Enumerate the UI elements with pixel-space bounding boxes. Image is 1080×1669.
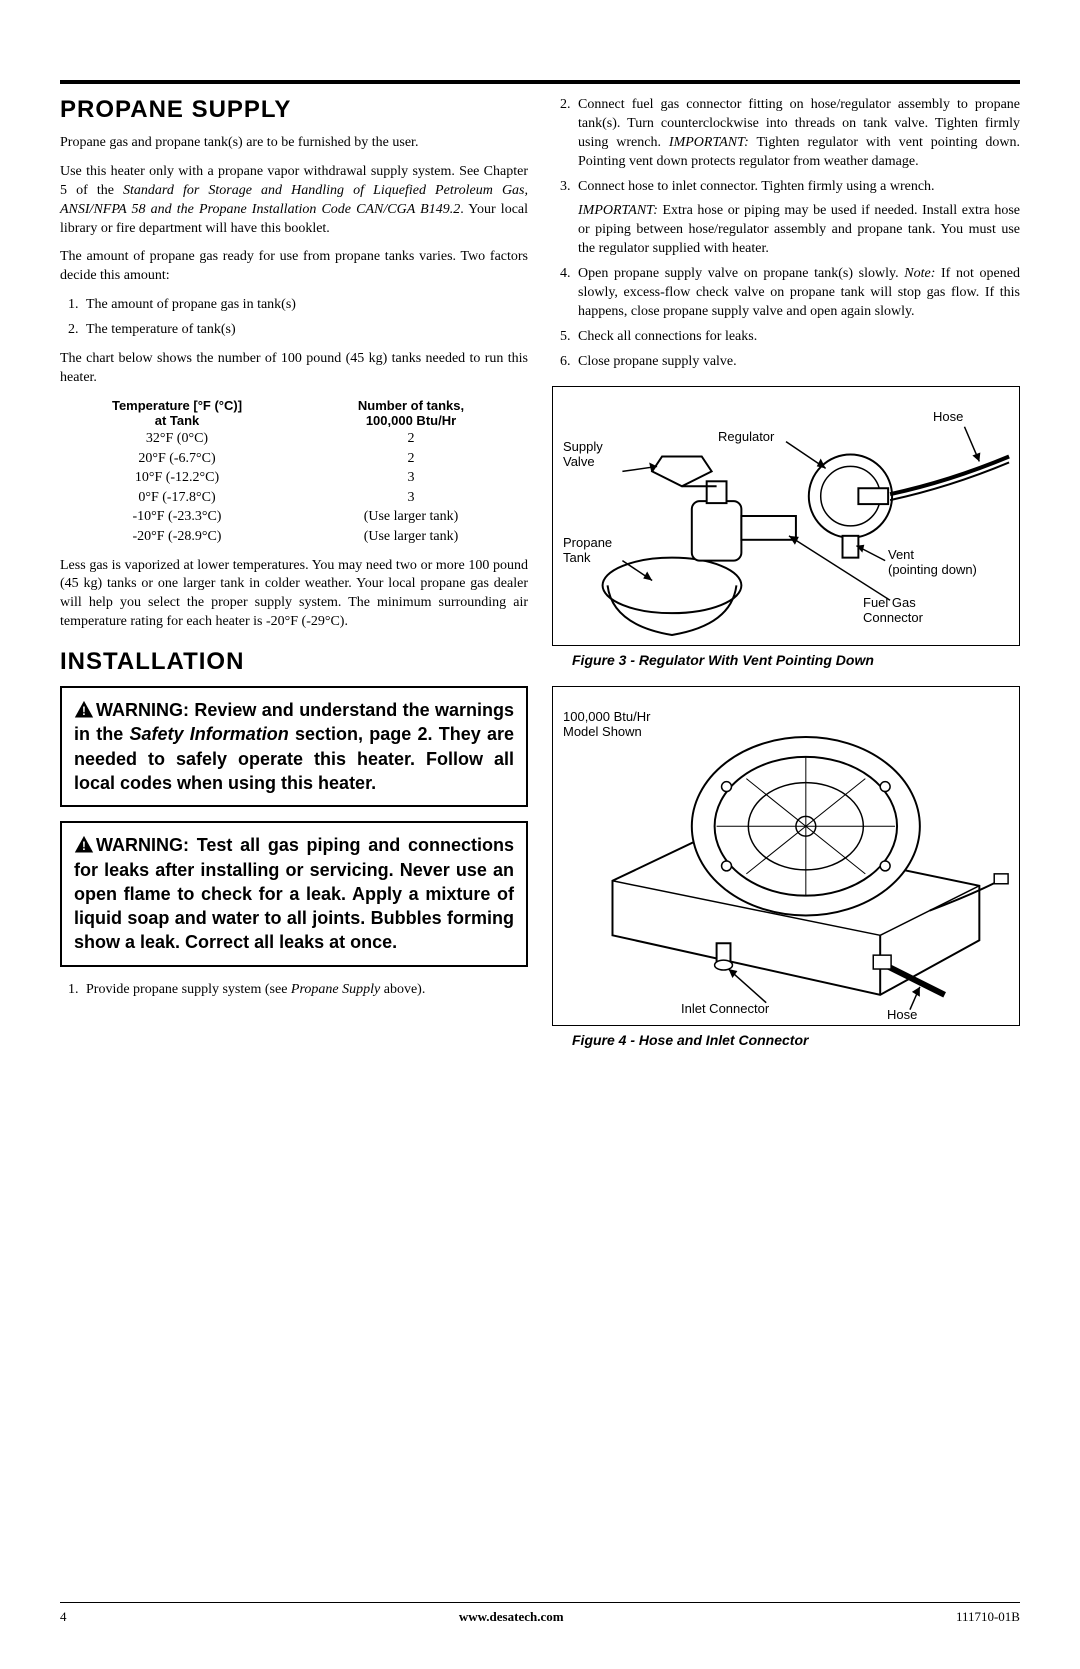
s1b: Propane Supply bbox=[291, 982, 380, 997]
top-rule bbox=[60, 80, 1020, 84]
table-row: 20°F (-6.7°C)2 bbox=[60, 449, 528, 469]
cell-temp: 20°F (-6.7°C) bbox=[60, 449, 294, 469]
s1c: above). bbox=[380, 982, 425, 997]
figure-4-caption: Figure 4 - Hose and Inlet Connector bbox=[552, 1032, 1020, 1048]
cell-temp: -10°F (-23.3°C) bbox=[60, 507, 294, 527]
s4b: Note: bbox=[904, 266, 935, 281]
th-tanks-2: 100,000 Btu/Hr bbox=[366, 413, 456, 428]
table-row: 32°F (0°C)2 bbox=[60, 429, 528, 449]
th-tanks-1: Number of tanks, bbox=[358, 398, 464, 413]
table-row: -10°F (-23.3°C)(Use larger tank) bbox=[60, 507, 528, 527]
th-temp-2: at Tank bbox=[155, 413, 200, 428]
factors-list: The amount of propane gas in tank(s) The… bbox=[82, 296, 528, 340]
para-vapor-system: Use this heater only with a propane vapo… bbox=[60, 163, 528, 239]
install-steps-right: Connect fuel gas connector fitting on ho… bbox=[574, 96, 1020, 372]
s3-important: IMPORTANT: Extra hose or piping may be u… bbox=[578, 202, 1020, 259]
lbl-propane-tank: Propane Tank bbox=[563, 535, 612, 565]
figure-4: 100,000 Btu/Hr Model Shown Inlet Connect… bbox=[552, 686, 1020, 1026]
th-temp: Temperature [°F (°C)] at Tank bbox=[60, 398, 294, 429]
install-step-4: Open propane supply valve on propane tan… bbox=[574, 265, 1020, 322]
lbl-inlet: Inlet Connector bbox=[681, 1001, 769, 1016]
s4a: Open propane supply valve on propane tan… bbox=[578, 266, 904, 281]
table-header: Temperature [°F (°C)] at Tank Number of … bbox=[60, 398, 528, 429]
lbl-hose-4: Hose bbox=[887, 1007, 917, 1022]
right-column: Connect fuel gas connector fitting on ho… bbox=[552, 96, 1020, 1066]
s3-imp-a: IMPORTANT: bbox=[578, 203, 658, 218]
warn2-text: WARNING: Test all gas piping and connect… bbox=[74, 835, 514, 952]
svg-text:!: ! bbox=[82, 840, 86, 853]
cell-num: 2 bbox=[294, 429, 528, 449]
factor-item: The temperature of tank(s) bbox=[82, 321, 528, 340]
lbl-regulator: Regulator bbox=[718, 429, 774, 444]
cell-num: 3 bbox=[294, 488, 528, 508]
table-row: 10°F (-12.2°C)3 bbox=[60, 468, 528, 488]
figure-3-caption: Figure 3 - Regulator With Vent Pointing … bbox=[552, 652, 1020, 668]
figure-3-svg bbox=[553, 387, 1019, 645]
factor-item: The amount of propane gas in tank(s) bbox=[82, 296, 528, 315]
th-tanks: Number of tanks, 100,000 Btu/Hr bbox=[294, 398, 528, 429]
cell-num: (Use larger tank) bbox=[294, 507, 528, 527]
para-less-gas: Less gas is vaporized at lower temperatu… bbox=[60, 557, 528, 633]
warning-box-2: ! WARNING: Test all gas piping and conne… bbox=[60, 821, 528, 966]
heading-propane-supply: Propane Supply bbox=[60, 96, 528, 124]
lbl-fuel-gas: Fuel Gas Connector bbox=[863, 595, 923, 625]
warning-icon: ! bbox=[74, 835, 94, 853]
cell-num: (Use larger tank) bbox=[294, 527, 528, 547]
s1a: Provide propane supply system (see bbox=[86, 982, 291, 997]
page-footer: 4 www.desatech.com 111710-01B bbox=[60, 1602, 1020, 1625]
figure-3: Supply Valve Regulator Hose Propane Tank… bbox=[552, 386, 1020, 646]
cell-temp: 32°F (0°C) bbox=[60, 429, 294, 449]
footer-doc: 111710-01B bbox=[956, 1609, 1020, 1625]
para-amount-intro: The amount of propane gas ready for use … bbox=[60, 248, 528, 286]
para-chart-intro: The chart below shows the number of 100 … bbox=[60, 350, 528, 388]
cell-temp: 10°F (-12.2°C) bbox=[60, 468, 294, 488]
left-column: Propane Supply Propane gas and propane t… bbox=[60, 96, 528, 1066]
svg-text:!: ! bbox=[82, 705, 86, 718]
cell-num: 2 bbox=[294, 449, 528, 469]
footer-page: 4 bbox=[60, 1609, 67, 1625]
cell-num: 3 bbox=[294, 468, 528, 488]
s3: Connect hose to inlet connector. Tighten… bbox=[578, 179, 935, 194]
table-row: -20°F (-28.9°C)(Use larger tank) bbox=[60, 527, 528, 547]
para-furnished: Propane gas and propane tank(s) are to b… bbox=[60, 134, 528, 153]
install-step-2: Connect fuel gas connector fitting on ho… bbox=[574, 96, 1020, 172]
table-row: 0°F (-17.8°C)3 bbox=[60, 488, 528, 508]
install-step-3: Connect hose to inlet connector. Tighten… bbox=[574, 178, 1020, 260]
tank-table: Temperature [°F (°C)] at Tank Number of … bbox=[60, 398, 528, 547]
s2b: IMPORTANT: bbox=[669, 135, 749, 150]
install-step-6: Close propane supply valve. bbox=[574, 353, 1020, 372]
text-vapor-ital: Standard for Storage and Handling of Liq… bbox=[60, 183, 528, 217]
lbl-hose: Hose bbox=[933, 409, 963, 424]
warning-icon: ! bbox=[74, 700, 94, 718]
th-temp-1: Temperature [°F (°C)] bbox=[112, 398, 242, 413]
cell-temp: -20°F (-28.9°C) bbox=[60, 527, 294, 547]
lbl-supply-valve: Supply Valve bbox=[563, 439, 603, 469]
heading-installation: Installation bbox=[60, 648, 528, 676]
install-steps-left: Provide propane supply system (see Propa… bbox=[82, 981, 528, 1000]
warning-box-1: ! WARNING: Review and understand the war… bbox=[60, 686, 528, 807]
footer-url: www.desatech.com bbox=[459, 1609, 564, 1625]
cell-temp: 0°F (-17.8°C) bbox=[60, 488, 294, 508]
install-step-5: Check all connections for leaks. bbox=[574, 328, 1020, 347]
lbl-vent: Vent (pointing down) bbox=[888, 547, 977, 577]
content-columns: Propane Supply Propane gas and propane t… bbox=[60, 96, 1020, 1066]
warn1-b: Safety Information bbox=[129, 724, 288, 744]
lbl-model: 100,000 Btu/Hr Model Shown bbox=[563, 709, 650, 739]
install-step-1: Provide propane supply system (see Propa… bbox=[82, 981, 528, 1000]
